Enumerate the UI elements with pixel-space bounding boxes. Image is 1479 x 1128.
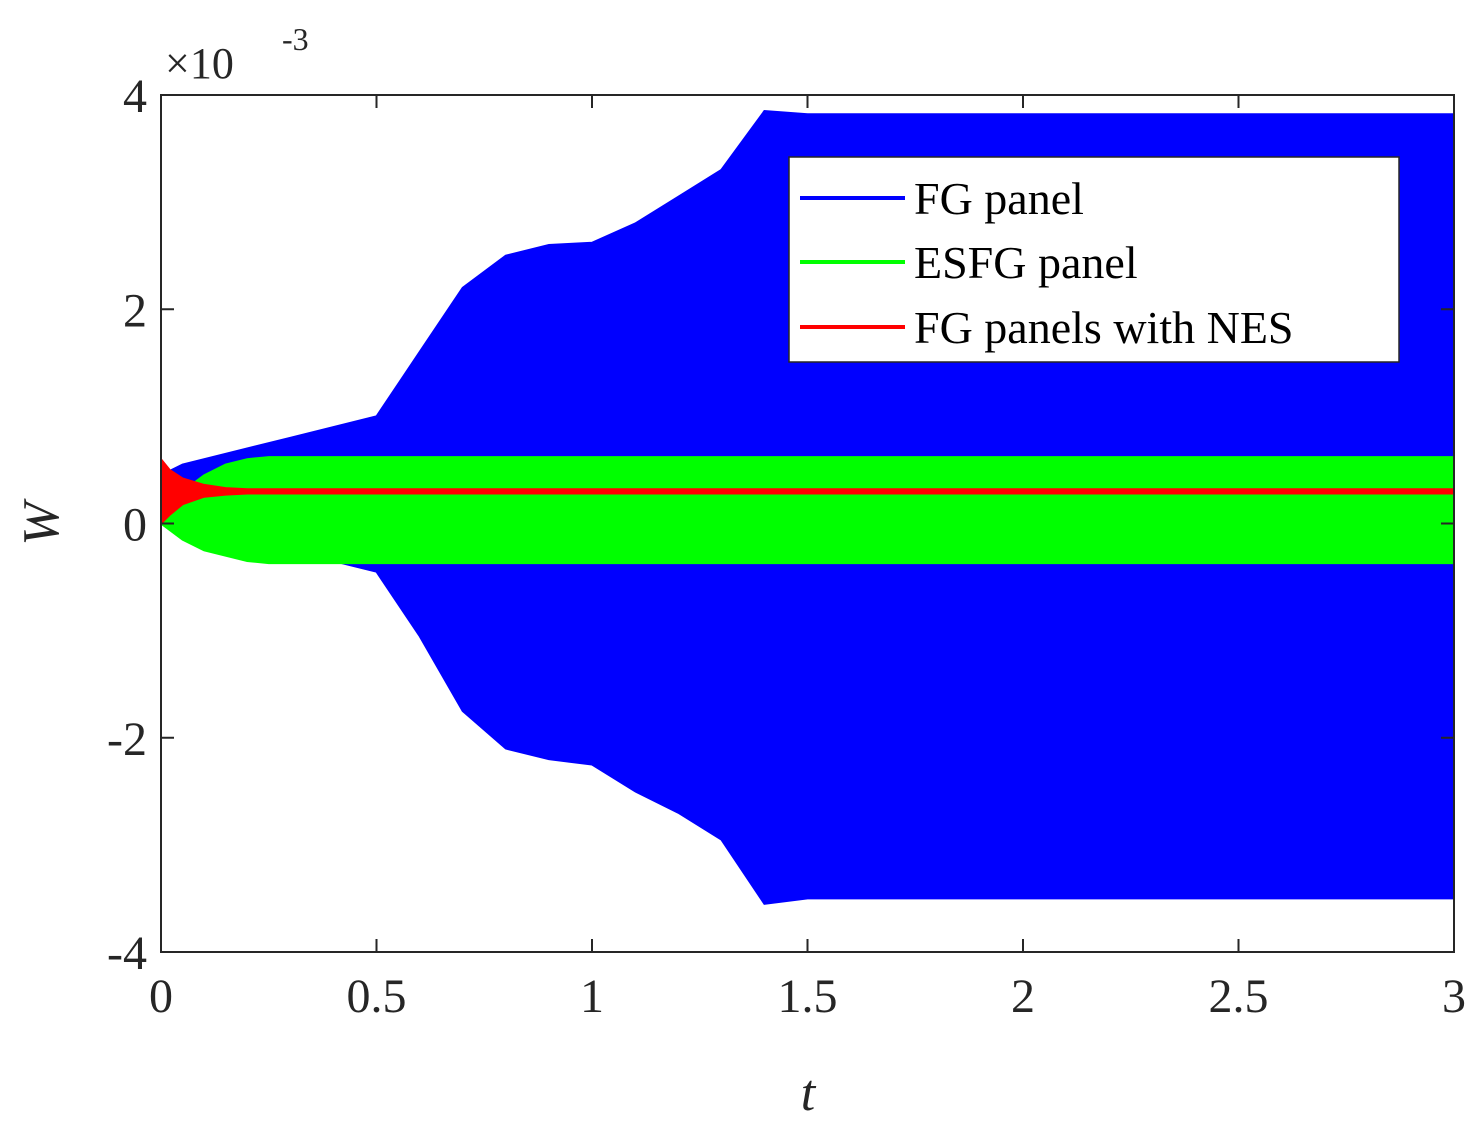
x-axis-label: t xyxy=(801,1065,817,1122)
x-tick-label: 2 xyxy=(1011,970,1035,1023)
x-tick-label: 0 xyxy=(149,970,173,1023)
y-scale-factor: ×10 -3 xyxy=(165,21,309,88)
legend: FG panel ESFG panel FG panels with NES xyxy=(788,156,1400,363)
y-tick-label: 0 xyxy=(123,499,147,552)
x-tick-label: 1.5 xyxy=(778,970,838,1023)
y-tick-label: -4 xyxy=(107,927,147,980)
y-tick-label: 4 xyxy=(123,70,147,123)
series-band-esfg-panel xyxy=(160,456,1455,565)
y-scale-base: ×10 xyxy=(165,39,234,88)
y-scale-exponent: -3 xyxy=(282,21,309,57)
y-tick-label: -2 xyxy=(107,713,147,766)
legend-label-esfg-panel: ESFG panel xyxy=(914,237,1138,288)
legend-label-fg-nes: FG panels with NES xyxy=(914,302,1294,353)
tick-layer: 0 0.5 1 1.5 2 2.5 3 -4 -2 0 2 4 xyxy=(107,70,1466,1023)
x-tick-label: 2.5 xyxy=(1209,970,1269,1023)
legend-label-fg-panel: FG panel xyxy=(914,173,1084,224)
y-tick-label: 2 xyxy=(123,284,147,337)
x-tick-label: 1 xyxy=(580,970,604,1023)
x-tick-label: 0.5 xyxy=(347,970,407,1023)
x-tick-label: 3 xyxy=(1442,970,1466,1023)
y-axis-label: W xyxy=(13,498,70,546)
